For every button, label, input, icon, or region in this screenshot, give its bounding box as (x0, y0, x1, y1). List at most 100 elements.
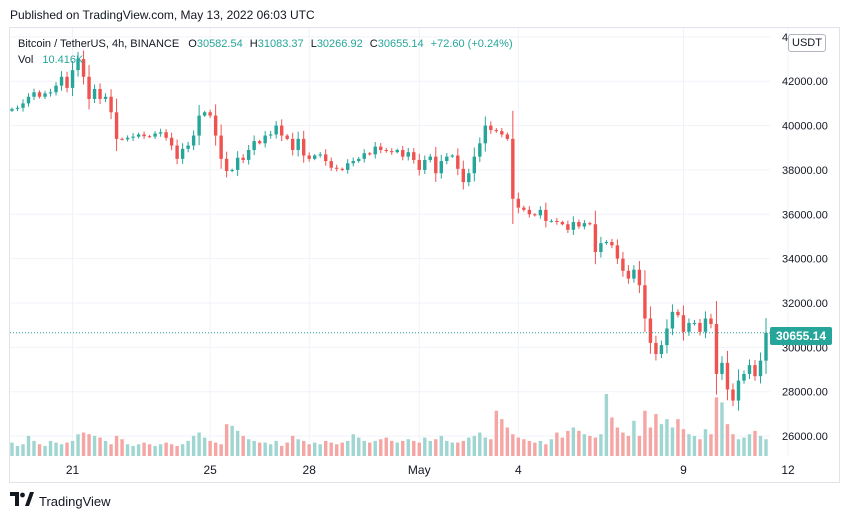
candle-body (676, 311, 680, 316)
volume-bar (731, 434, 735, 456)
volume-bar (357, 437, 361, 456)
candle-body (37, 92, 42, 97)
candle-body (615, 245, 620, 259)
tradingview-logo-icon[interactable] (10, 492, 34, 511)
volume-bar (681, 429, 686, 456)
legend-ohlc-row: Bitcoin / TetherUS, 4h, BINANCE O30582.5… (18, 36, 513, 52)
candle-body (637, 269, 642, 286)
y-tick-label: 26000.00 (782, 431, 828, 443)
candle-body (103, 96, 108, 99)
volume-bar (158, 444, 163, 456)
candle-body (423, 159, 427, 170)
volume-bar (37, 444, 42, 456)
volume-bar (351, 434, 355, 456)
candle-body (268, 134, 273, 136)
volume-bar (109, 444, 113, 456)
x-tick-label: 21 (66, 463, 80, 477)
candle-body (153, 133, 157, 137)
volume-bar (335, 444, 339, 456)
y-tick-label: 38000.00 (782, 165, 828, 177)
candle-body (54, 85, 58, 93)
volume-bar (742, 437, 746, 456)
volume-bar (698, 439, 702, 456)
legend-volume-row: Vol 10.416K (18, 52, 513, 68)
x-tick-label: 4 (515, 463, 522, 477)
volume-bar (676, 419, 680, 456)
candle-body (92, 88, 97, 99)
candle-body (665, 328, 669, 346)
volume-bar (246, 439, 251, 456)
candle-body (384, 149, 388, 152)
volume-bar (439, 435, 443, 456)
candle-body (87, 76, 91, 99)
candle-body (296, 138, 300, 150)
candle-body (439, 161, 443, 174)
x-tick-label: 28 (303, 463, 317, 477)
volume-bar (489, 439, 493, 456)
currency-unit-button[interactable]: USDT (788, 34, 826, 52)
candle-body (709, 318, 713, 325)
candle-body (224, 158, 229, 172)
candle-body (483, 125, 488, 144)
candle-body (599, 243, 603, 252)
candle-body (736, 380, 741, 401)
volume-bar (274, 440, 278, 456)
volume-bar (208, 440, 212, 456)
candle-body (731, 389, 735, 401)
candle-body (362, 153, 366, 159)
candle-body (725, 362, 730, 390)
candle-body (329, 161, 333, 168)
volume-bar (764, 439, 768, 456)
candle-body (10, 108, 14, 111)
volume-bar (147, 444, 152, 456)
volume-bar (665, 419, 669, 456)
candle-body (180, 148, 185, 159)
volume-bar (632, 420, 636, 456)
volume-bar (324, 440, 328, 456)
low-value: 30266.92 (316, 38, 363, 50)
volume-bar (312, 442, 317, 456)
volume-bar (720, 402, 724, 456)
candle-body (626, 270, 631, 279)
candle-body (742, 373, 746, 381)
volume-bar (467, 437, 471, 456)
candle-body (500, 131, 504, 135)
candle-body (197, 115, 201, 136)
volume-bar (213, 442, 218, 456)
x-tick-label: 12 (781, 463, 795, 477)
candle-body (109, 96, 113, 113)
candle-body (582, 223, 587, 227)
candle-body (461, 168, 466, 183)
volume-bar (296, 439, 300, 456)
candle-body (301, 138, 306, 156)
candle-body (648, 318, 653, 343)
candle-body (445, 156, 449, 162)
change-value: +72.60 (+0.24%) (430, 38, 513, 50)
candle-body (186, 145, 190, 149)
volume-bar (125, 444, 130, 456)
low-label: L (310, 38, 317, 50)
volume-bar (307, 444, 311, 456)
volume-bar (434, 439, 438, 456)
candle-body (213, 115, 218, 136)
volume-bar (758, 435, 763, 456)
tradingview-brand[interactable]: TradingView (39, 494, 111, 509)
candle-body (560, 222, 565, 225)
candle-body (428, 156, 432, 160)
volume-bar (643, 410, 647, 456)
volume-bar (566, 430, 570, 456)
candle-body (489, 125, 493, 131)
volume-bar (450, 442, 454, 456)
volume-bar (577, 430, 581, 456)
candle-body (516, 198, 521, 208)
candle-body (544, 209, 548, 221)
volume-bar (390, 440, 394, 456)
volume-bar (428, 440, 432, 456)
candle-body (467, 173, 471, 183)
volume-bar (32, 440, 36, 456)
candle-body (98, 88, 102, 99)
volume-bar (373, 440, 377, 456)
volume-bar (362, 440, 366, 456)
volume-bar (263, 442, 267, 456)
